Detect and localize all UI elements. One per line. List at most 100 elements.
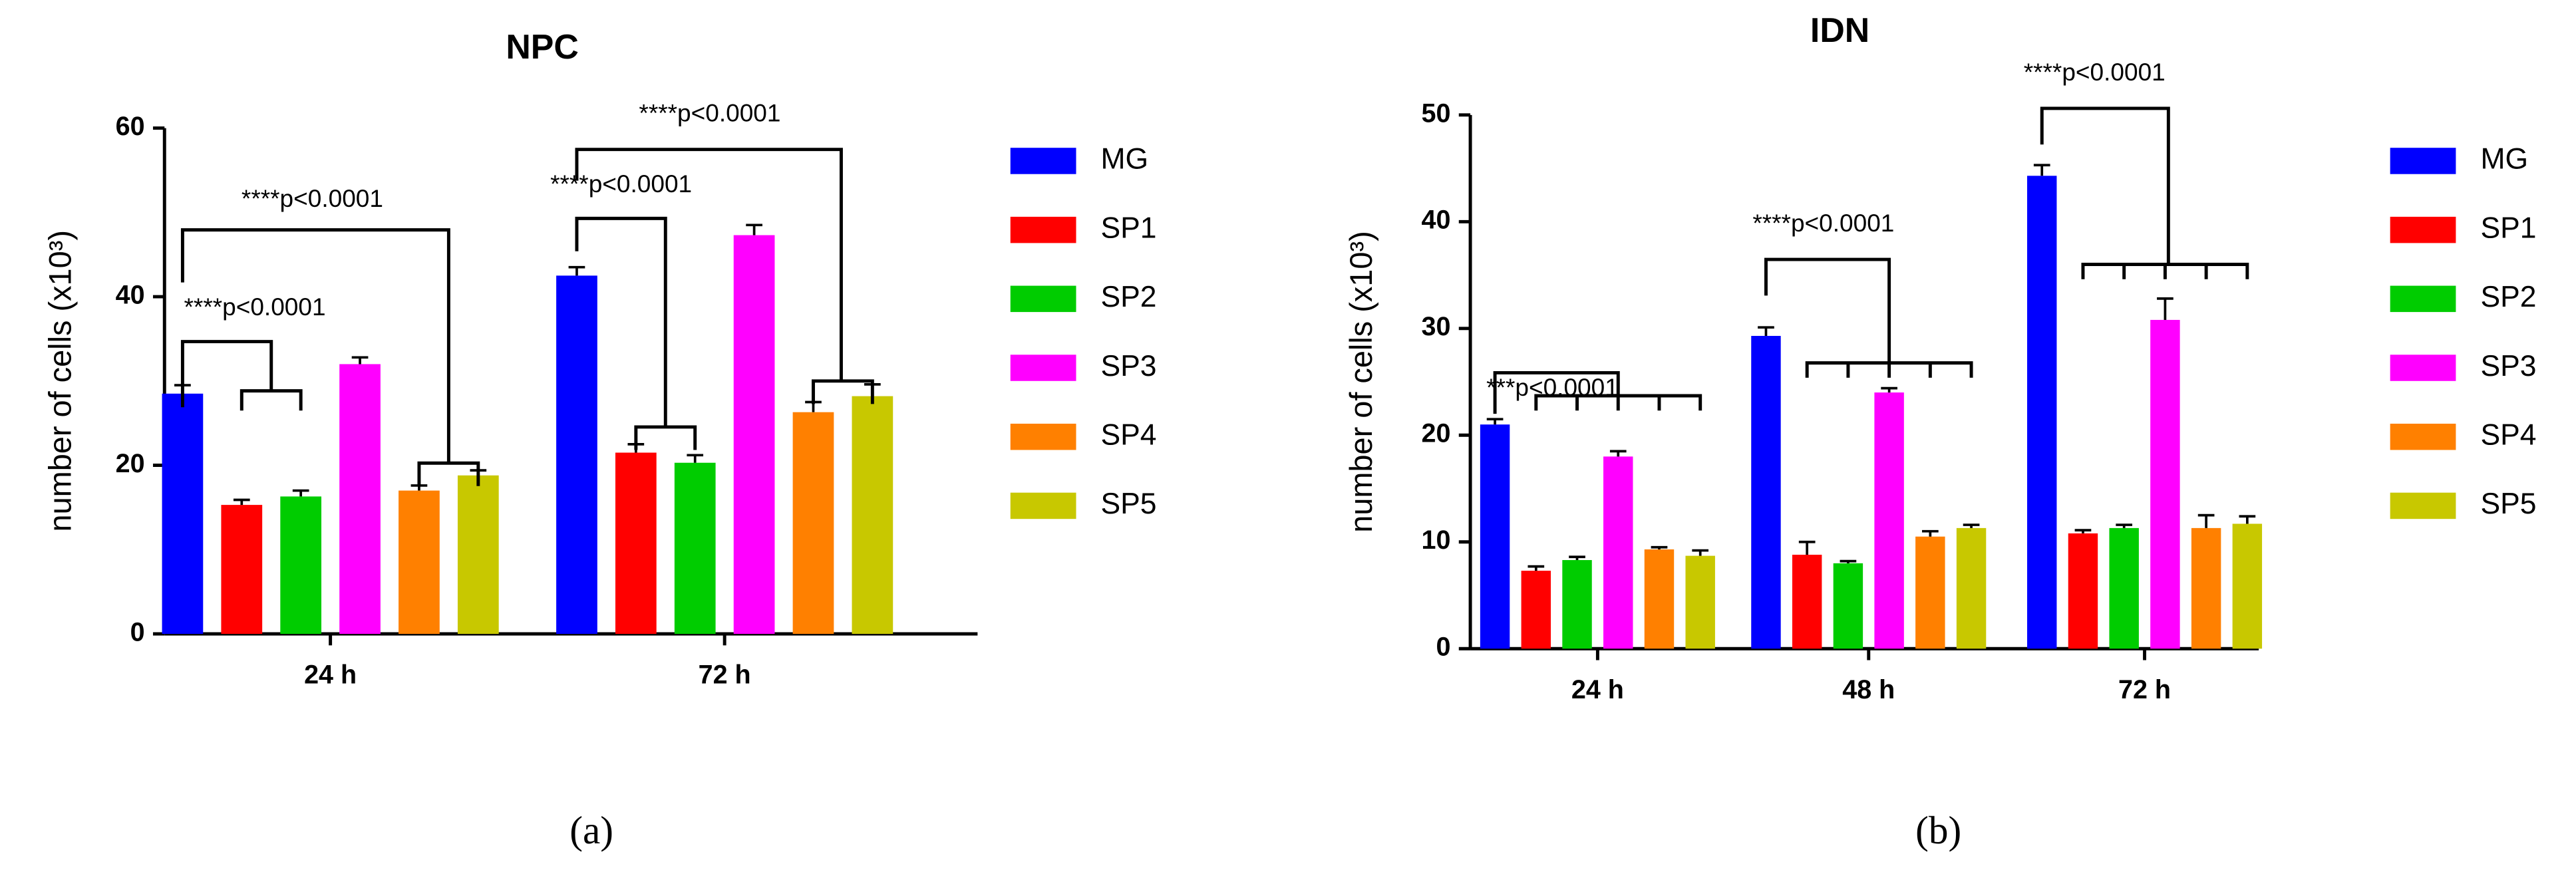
bar	[1521, 571, 1551, 649]
bar	[2068, 533, 2098, 649]
error-bar	[1881, 386, 1897, 393]
error-bar	[410, 484, 428, 491]
error-bar	[687, 454, 704, 463]
panel-caption: (b)	[1915, 808, 1961, 852]
x-tick-label: 24 h	[304, 660, 357, 690]
annotation: ****p<0.0001	[242, 184, 383, 212]
error-bar	[1651, 545, 1668, 549]
y-tick-label: 40	[1421, 206, 1450, 235]
bar	[733, 235, 775, 635]
y-tick-label: 10	[1421, 525, 1450, 555]
annotation: ****p<0.0001	[639, 99, 780, 127]
legend-label: SP4	[2480, 418, 2536, 451]
y-tick-label: 30	[1421, 312, 1450, 341]
significance-bracket	[575, 148, 874, 404]
legend-swatch	[2390, 423, 2456, 450]
legend-swatch	[1010, 148, 1076, 174]
x-tick-label: 24 h	[1571, 675, 1624, 704]
legend-label: SP3	[1101, 350, 1157, 382]
legend-swatch	[2390, 355, 2456, 381]
bar	[852, 396, 893, 635]
significance-bracket	[2040, 106, 2249, 279]
y-tick-label: 50	[1421, 98, 1450, 128]
legend-swatch	[2390, 216, 2456, 243]
bar	[1833, 563, 1863, 649]
x-tick-label: 48 h	[1842, 675, 1895, 704]
significance-bracket	[1493, 370, 1702, 414]
bar	[339, 364, 381, 635]
bar	[792, 412, 834, 635]
error-bar	[568, 265, 585, 276]
bar	[556, 275, 597, 635]
annotation: ***p<0.0001	[1486, 373, 1619, 401]
bar	[2150, 319, 2180, 649]
panel-caption: (a)	[569, 808, 613, 852]
chart-title: IDN	[1810, 11, 1869, 49]
legend-swatch	[2390, 492, 2456, 519]
y-tick-label: 0	[130, 617, 145, 647]
chart-title: NPC	[506, 27, 578, 66]
legend-swatch	[1010, 355, 1076, 381]
error-bar	[1758, 326, 1774, 337]
bar	[1644, 549, 1675, 649]
error-bar	[1963, 523, 1980, 528]
error-bar	[1692, 549, 1709, 556]
annotation: ****p<0.0001	[184, 293, 326, 321]
legend-swatch	[1010, 423, 1076, 450]
annotation: ****p<0.0001	[1752, 209, 1894, 237]
legend-label: SP5	[2480, 488, 2536, 520]
error-bar	[2239, 515, 2256, 524]
legend-label: SP1	[1101, 212, 1157, 244]
bar	[2027, 176, 2057, 649]
bar	[162, 393, 204, 635]
bar	[1915, 536, 1945, 649]
error-bar	[1528, 565, 1545, 571]
error-bar	[1609, 450, 1627, 457]
error-bar	[746, 223, 762, 235]
bar	[1603, 456, 1633, 649]
bar	[280, 496, 322, 635]
bar	[457, 475, 499, 635]
annotation: ****p<0.0001	[550, 170, 692, 198]
error-bar	[1922, 529, 1939, 537]
x-tick-label: 72 h	[699, 660, 751, 690]
y-tick-label: 0	[1436, 633, 1450, 662]
error-bar	[2074, 529, 2092, 533]
legend-swatch	[1010, 216, 1076, 243]
bar	[1792, 555, 1822, 649]
y-axis-label: number of cells (x10³)	[1344, 231, 1378, 532]
error-bar	[1798, 540, 1816, 555]
x-tick-label: 72 h	[2118, 675, 2171, 704]
significance-bracket	[180, 340, 303, 411]
legend-label: MG	[2480, 143, 2528, 176]
error-bar	[2116, 523, 2133, 528]
error-bar	[1569, 555, 1585, 561]
bar	[1685, 555, 1715, 649]
error-bar	[2197, 513, 2215, 528]
legend-swatch	[1010, 492, 1076, 519]
legend-label: MG	[1101, 143, 1149, 176]
bar	[2232, 523, 2263, 649]
y-tick-label: 40	[116, 280, 145, 309]
legend-label: SP5	[1101, 488, 1157, 520]
legend-swatch	[1010, 285, 1076, 313]
error-bar	[292, 489, 309, 497]
bar	[1751, 336, 1781, 649]
y-axis-label: number of cells (x10³)	[43, 230, 78, 531]
bar	[615, 452, 657, 635]
legend-label: SP1	[2480, 212, 2536, 244]
legend-label: SP2	[2480, 281, 2536, 313]
y-tick-label: 20	[1421, 419, 1450, 448]
bar	[2109, 527, 2139, 649]
legend-label: SP3	[2480, 350, 2536, 382]
bar	[2191, 527, 2221, 649]
error-bar	[1840, 559, 1857, 563]
error-bar	[351, 356, 369, 364]
bar	[1480, 424, 1510, 649]
bar	[1874, 392, 1904, 649]
bar	[1562, 560, 1592, 649]
legend-label: SP4	[1101, 418, 1157, 451]
legend-swatch	[2390, 285, 2456, 313]
